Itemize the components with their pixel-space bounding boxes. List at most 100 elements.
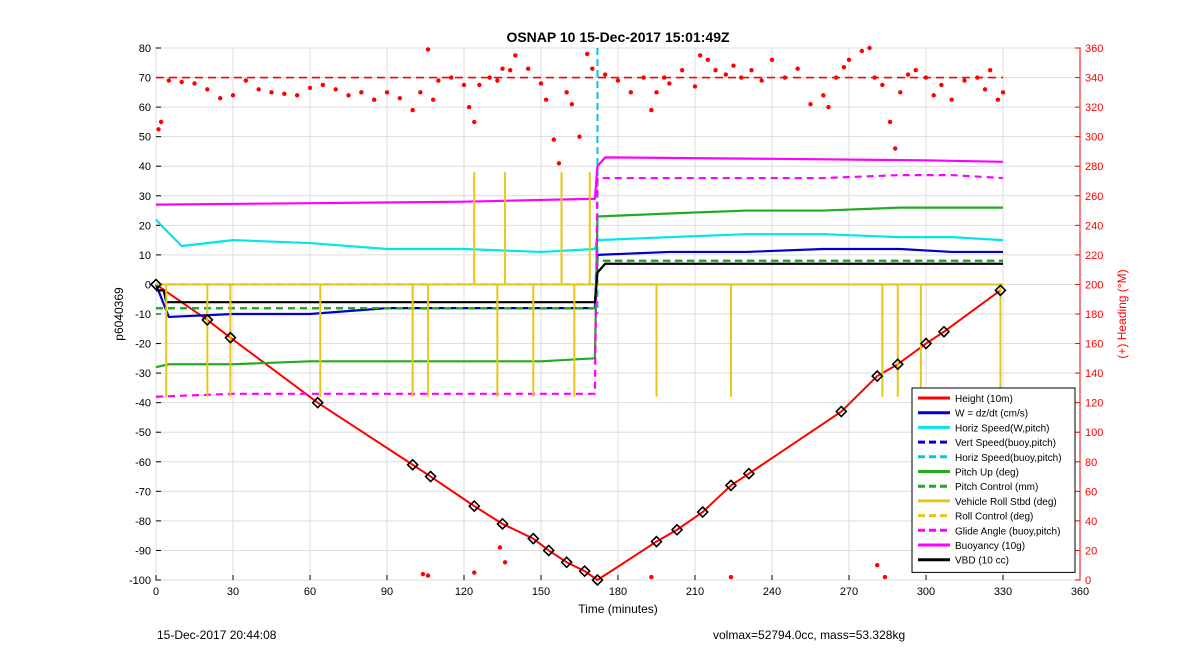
heading-point [1000, 90, 1006, 95]
heading-point [179, 79, 184, 85]
heading-point [538, 81, 544, 86]
heading-point [833, 75, 839, 80]
y2-tick-label: 180 [1085, 309, 1103, 321]
heading-point [307, 85, 313, 91]
y2-tick-label: 160 [1085, 339, 1103, 351]
y-tick-label: 70 [139, 73, 151, 85]
y2-tick-label: 220 [1085, 250, 1103, 262]
heading-point [495, 78, 500, 83]
heading-point [466, 104, 472, 110]
legend-entry-label: Height (10m) [955, 394, 1013, 405]
footer-timestamp: 15-Dec-2017 20:44:08 [157, 628, 277, 642]
heading-point [728, 574, 734, 580]
heading-point [564, 90, 569, 95]
height-marker [578, 565, 591, 578]
y2-tick-label: 120 [1085, 398, 1103, 410]
heading-point [987, 67, 993, 73]
y2-tick-label: 360 [1085, 43, 1103, 55]
heading-point [641, 75, 646, 80]
height-marker [919, 337, 933, 350]
height-marker [742, 467, 756, 480]
heading-point [448, 75, 454, 80]
heading-point [192, 81, 197, 86]
heading-point [662, 75, 667, 80]
legend: Height (10m) W = dz/dt (cm/s) Horiz Speed(… [911, 387, 1076, 573]
heading-point [782, 75, 788, 80]
y-tick-label: -40 [135, 398, 151, 410]
heading-point [713, 67, 718, 73]
y2-tick-label: 60 [1085, 486, 1097, 498]
x-tick-label: 120 [455, 586, 473, 598]
heading-point [739, 75, 744, 80]
height-marker [201, 313, 214, 327]
heading-point [949, 97, 954, 102]
height-marker [937, 325, 951, 338]
y-tick-label: -60 [135, 457, 151, 469]
y-axis-label: p6040369 [112, 287, 126, 341]
heading-point [418, 90, 423, 95]
height-marker [468, 499, 481, 513]
legend-entry-label: Vert Speed(buoy,pitch) [955, 438, 1056, 449]
heading-point [893, 146, 898, 151]
heading-point [649, 574, 654, 580]
heading-point [808, 101, 813, 107]
height-marker [224, 331, 237, 344]
heading-point [615, 78, 621, 83]
heading-point [333, 87, 338, 92]
heading-point [887, 119, 893, 125]
y2-tick-label: 40 [1085, 516, 1097, 528]
x-tick-label: 360 [1071, 586, 1089, 598]
y-tick-label: 50 [139, 132, 151, 144]
height-marker [835, 405, 848, 418]
x-tick-label: 270 [840, 586, 858, 598]
heading-point [166, 78, 172, 83]
axis-ticks: 0 30 60 90 120 150 180 210 240 270 300 330 360807060… [129, 43, 1103, 598]
y2-axis-label: (+) Heading (°M) [1115, 269, 1129, 358]
legend-entry-label: Pitch Control (mm) [955, 482, 1038, 493]
height-marker [560, 556, 573, 569]
y-tick-label: 60 [139, 102, 151, 114]
series-line [155, 156, 1004, 206]
heading-point [731, 63, 736, 68]
heading-point [867, 45, 872, 51]
heading-point [654, 90, 659, 95]
heading-point [502, 560, 508, 565]
y-tick-label: -20 [135, 339, 151, 351]
series-line [156, 262, 1003, 304]
heading-point [602, 72, 608, 77]
heading-point [158, 119, 164, 125]
height-marker [542, 544, 555, 557]
legend-entry-label: VBD (10 cc) [955, 556, 1009, 567]
heading-point [556, 161, 562, 166]
x-axis-label: Time (minutes) [578, 602, 658, 616]
heading-point [759, 78, 764, 83]
heading-point [346, 93, 351, 98]
heading-point [461, 82, 467, 88]
height-marker [871, 369, 884, 383]
heading-point [384, 90, 390, 95]
heading-point [525, 66, 531, 71]
heading-point [875, 563, 880, 568]
heading-point [913, 67, 918, 73]
heading-point [826, 104, 831, 110]
heading-point [513, 53, 518, 58]
height-marker [527, 532, 540, 545]
y-tick-label: -10 [135, 309, 151, 321]
heading-point [939, 82, 944, 88]
series-line [155, 218, 1004, 254]
x-tick-label: 0 [153, 586, 159, 598]
heading-point [217, 96, 223, 101]
heading-point [431, 97, 436, 102]
heading-point [500, 66, 505, 71]
heading-point [872, 75, 877, 80]
heading-point [269, 90, 274, 95]
y2-tick-label: 260 [1085, 191, 1103, 203]
heading-point [282, 91, 287, 97]
legend-entry-label: Vehicle Roll Stbd (deg) [955, 497, 1057, 508]
height-marker [406, 458, 419, 471]
heading-point [846, 57, 852, 63]
heading-point [882, 574, 888, 580]
x-tick-label: 180 [609, 586, 627, 598]
heading-point [723, 72, 728, 77]
